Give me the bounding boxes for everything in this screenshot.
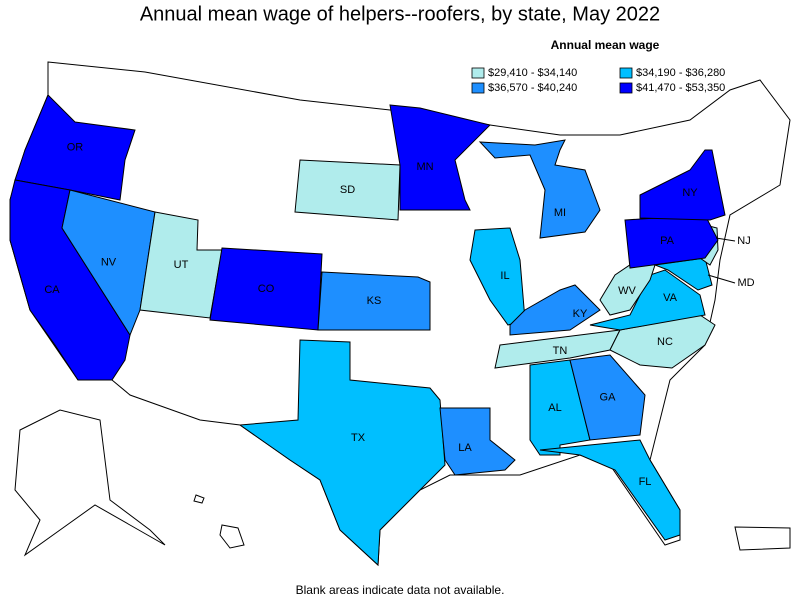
- state: [61, 189, 156, 337]
- state: [238, 339, 446, 567]
- hawaii-island: [193, 494, 205, 504]
- state-label: CA: [44, 284, 60, 296]
- puerto-rico: [734, 526, 791, 551]
- state-label: AL: [548, 402, 561, 414]
- state-label: KY: [573, 308, 588, 320]
- state-label: CO: [258, 283, 275, 295]
- states: [9, 94, 726, 567]
- state-label: UT: [174, 259, 189, 271]
- footnote: Blank areas indicate data not available.: [296, 583, 505, 597]
- legend: $29,410 - $34,140 $34,190 - $36,280 $36,57…: [471, 67, 725, 94]
- legend-swatch: [471, 82, 485, 94]
- state: [539, 439, 681, 541]
- state: [439, 407, 516, 476]
- state-label: LA: [458, 442, 472, 454]
- state: [317, 271, 431, 331]
- state: [14, 94, 136, 201]
- legend-label: $29,410 - $34,140: [488, 67, 577, 79]
- state-label: MI: [554, 207, 566, 219]
- state-label: KS: [367, 295, 382, 307]
- state-label: MD: [737, 277, 754, 289]
- leader-line: [715, 237, 736, 242]
- legend-title: Annual mean wage: [551, 38, 660, 52]
- state-label: NJ: [737, 235, 750, 247]
- state: [599, 257, 656, 316]
- leader-line: [707, 274, 736, 284]
- state-label: PA: [660, 235, 675, 247]
- legend-label: $34,190 - $36,280: [636, 67, 725, 79]
- state-labels: OR CA NV UT CO SD MN KS TX LA IL MI KY TN AL GA FL NC VA WV…: [44, 141, 754, 488]
- state-label: NY: [682, 187, 698, 199]
- hawaii: [219, 524, 245, 549]
- state-label: TX: [351, 432, 366, 444]
- state-label: FL: [639, 476, 652, 488]
- alaska: [14, 409, 166, 557]
- state-label: OR: [67, 141, 84, 153]
- state-label: TN: [553, 345, 568, 357]
- state-label: NC: [657, 336, 673, 348]
- state-label: VA: [663, 292, 678, 304]
- state-label: IL: [500, 270, 509, 282]
- state: [494, 329, 621, 369]
- state: [589, 269, 706, 331]
- legend-swatch: [619, 67, 633, 79]
- legend-swatch: [619, 82, 633, 94]
- state: [569, 354, 646, 441]
- legend-label: $41,470 - $53,350: [636, 82, 725, 94]
- state: [509, 284, 601, 336]
- state-label: MN: [416, 161, 433, 173]
- state: [389, 104, 491, 211]
- state-label: NV: [101, 256, 117, 268]
- state-label: SD: [340, 184, 355, 196]
- legend-label: $36,570 - $40,240: [488, 82, 577, 94]
- state-label: WV: [618, 285, 636, 297]
- legend-swatch: [471, 67, 485, 79]
- state: [294, 159, 401, 221]
- state: [478, 139, 601, 239]
- state-label: GA: [600, 391, 617, 403]
- state: [639, 149, 726, 221]
- title: Annual mean wage of helpers--roofers, by…: [140, 3, 660, 25]
